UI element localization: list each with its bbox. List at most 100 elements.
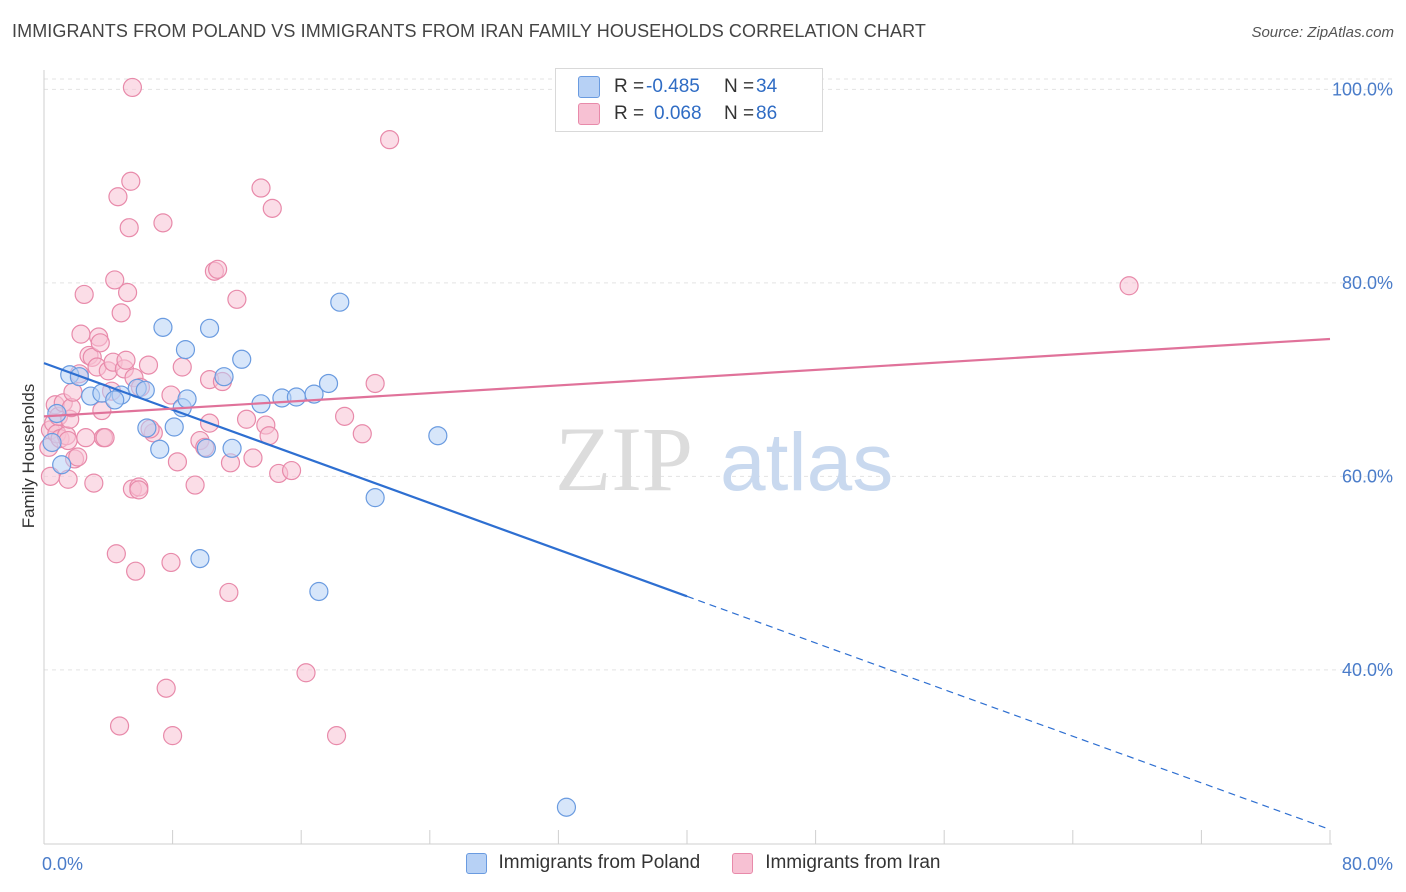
poland-r-value: -0.485 [646, 76, 700, 97]
iran-point [219, 582, 239, 603]
y-tick-labels: 40.0% 60.0% 80.0% 100.0% [1332, 79, 1393, 680]
iran-point [380, 130, 400, 150]
poland-point [153, 317, 173, 337]
iran-point [227, 289, 247, 309]
iran-point [281, 460, 302, 481]
iran-point [121, 171, 141, 191]
iran-point [1119, 276, 1139, 296]
poland-point [177, 389, 197, 409]
iran-point [84, 473, 104, 493]
iran-point [105, 270, 125, 290]
iran-point [71, 324, 91, 344]
iran-legend-label: Immigrants from Iran [765, 852, 941, 873]
poland-point [52, 455, 72, 475]
poland-point [304, 384, 324, 404]
legend-row-iran: R = 0.068 N = 86 [578, 101, 777, 127]
poland-point [47, 403, 67, 424]
series-legend: Immigrants from Poland Immigrants from I… [0, 852, 1406, 874]
iran-point [262, 198, 282, 218]
poland-point [365, 488, 385, 508]
iran-point [167, 452, 188, 472]
poland-point [214, 367, 234, 387]
iran-trend-line [43, 337, 1331, 418]
iran-point [40, 466, 61, 486]
iran-point [172, 357, 192, 377]
poland-trend-extension [686, 595, 1331, 831]
iran-r-value: 0.068 [654, 103, 702, 124]
correlation-legend: R = -0.485 N = 34 R = 0.068 N = 86 [555, 68, 823, 132]
poland-point [330, 292, 350, 312]
iran-point [335, 406, 355, 426]
iran-point [161, 552, 181, 573]
iran-point [352, 424, 372, 444]
trend-lines [43, 337, 1331, 831]
iran-point [109, 716, 130, 736]
poland-point [164, 417, 184, 437]
poland-point [232, 349, 252, 369]
poland-n-value: 34 [756, 76, 778, 97]
iran-legend-swatch [732, 852, 754, 874]
axes [43, 70, 1332, 845]
watermark-atlas: atlas [720, 417, 893, 508]
iran-point [126, 561, 146, 581]
poland-point [222, 438, 242, 458]
iran-point [208, 259, 228, 279]
y-tick-label: 40.0% [1342, 660, 1393, 680]
iran-point [68, 447, 88, 467]
poland-swatch [578, 76, 600, 98]
poland-point [428, 426, 448, 446]
watermark-zip: ZIP [555, 408, 693, 510]
iran-point [236, 409, 257, 429]
x-tick-label-max: 80.0% [1342, 854, 1393, 874]
iran-n-value: 86 [756, 103, 778, 124]
iran-swatch [578, 103, 600, 125]
poland-point [286, 387, 306, 407]
poland-point [175, 340, 196, 360]
iran-point [117, 282, 138, 303]
iran-point [108, 187, 128, 207]
gridlines [44, 78, 1392, 671]
iran-point [74, 284, 94, 305]
iran-point [111, 303, 131, 323]
iran-point [95, 428, 115, 448]
iran-point [129, 480, 149, 500]
y-tick-label: 60.0% [1342, 466, 1393, 486]
iran-point [119, 218, 139, 238]
iran-point [58, 430, 78, 451]
n-label: N = [724, 76, 755, 97]
poland-point [199, 318, 220, 338]
poland-point [556, 797, 577, 817]
iran-point [122, 77, 143, 98]
poland-point [137, 418, 157, 438]
iran-point [185, 475, 205, 495]
iran-point [365, 373, 385, 394]
poland-legend-label: Immigrants from Poland [498, 852, 701, 873]
y-tick-label: 100.0% [1332, 79, 1393, 99]
y-tick-label: 80.0% [1342, 273, 1393, 293]
legend-item-iran[interactable]: Immigrants from Iran [732, 852, 940, 874]
legend-row-poland: R = -0.485 N = 34 [578, 74, 777, 100]
poland-point [309, 581, 329, 602]
poland-point [196, 438, 216, 458]
iran-point [116, 350, 136, 370]
iran-point [243, 448, 263, 468]
r-label: R = [614, 76, 645, 97]
source-credit: Source: ZipAtlas.com [1251, 24, 1394, 41]
iran-point [326, 726, 347, 746]
y-axis-label: Family Households [19, 384, 38, 529]
iran-point [153, 213, 173, 233]
iran-point [251, 178, 271, 198]
iran-point [156, 678, 176, 698]
poland-trend-line [43, 362, 688, 598]
chart-title: IMMIGRANTS FROM POLAND VS IMMIGRANTS FRO… [12, 21, 926, 41]
r-label: R = [614, 103, 645, 124]
iran-point [163, 726, 183, 746]
x-tick-label-min: 0.0% [42, 854, 83, 874]
poland-legend-swatch [465, 852, 487, 874]
iran-point [76, 428, 96, 448]
poland-point [42, 432, 62, 453]
iran-point [296, 663, 316, 683]
legend-item-poland[interactable]: Immigrants from Poland [465, 852, 701, 874]
n-label: N = [724, 103, 755, 124]
